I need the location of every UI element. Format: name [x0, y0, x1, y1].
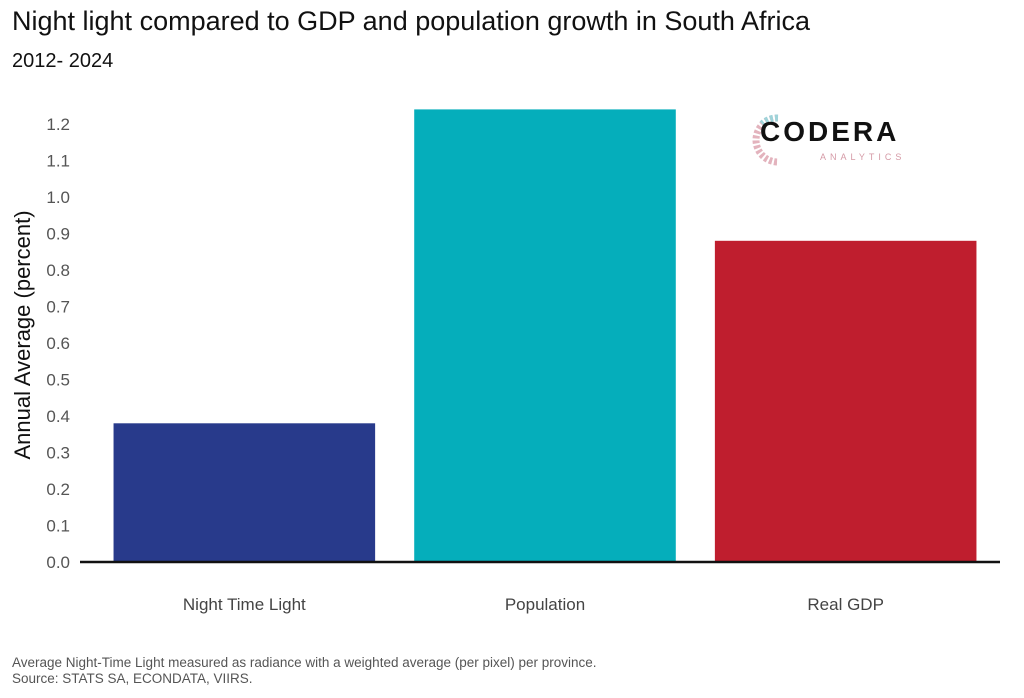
y-tick-label: 0.5 — [46, 371, 70, 390]
y-tick-label: 0.6 — [46, 334, 70, 353]
chart-subtitle: 2012- 2024 — [12, 50, 114, 72]
logo-wordmark: CODERA — [760, 116, 900, 147]
x-tick-label: Real GDP — [807, 595, 884, 614]
y-tick-label: 0.0 — [46, 553, 70, 572]
logo-tagline: ANALYTICS — [820, 152, 906, 162]
y-tick-label: 1.0 — [46, 188, 70, 207]
y-tick-label: 0.9 — [46, 225, 70, 244]
footnote-note: Average Night-Time Light measured as rad… — [12, 655, 597, 670]
y-axis-label: Annual Average (percent) — [10, 210, 35, 459]
footnote-source: Source: STATS SA, ECONDATA, VIIRS. — [12, 671, 253, 686]
y-tick-label: 0.2 — [46, 480, 70, 499]
y-tick-label: 0.1 — [46, 517, 70, 536]
y-tick-label: 0.3 — [46, 444, 70, 463]
x-tick-label: Population — [505, 595, 585, 614]
footnote: Average Night-Time Light measured as rad… — [12, 655, 597, 687]
x-tick-label: Night Time Light — [183, 595, 306, 614]
bar-population — [414, 109, 676, 563]
y-tick-label: 0.7 — [46, 298, 70, 317]
y-tick-label: 1.2 — [46, 115, 70, 134]
bars — [113, 109, 977, 563]
bar-real-gdp — [714, 240, 977, 563]
y-tick-label: 0.8 — [46, 261, 70, 280]
y-axis-ticks: 0.0 0.1 0.2 0.3 0.4 0.5 0.6 0.7 0.8 0.9 1.0 1.1 1.2 — [46, 115, 70, 572]
bar-night-time-light — [113, 423, 376, 562]
chart-title: Night light compared to GDP and populati… — [12, 6, 810, 36]
codera-logo: CODERA ANALYTICS — [748, 110, 918, 166]
y-tick-label: 0.4 — [46, 407, 70, 426]
y-tick-label: 1.1 — [46, 152, 70, 171]
logo-arc-icon — [752, 114, 779, 166]
x-axis-ticks: Night Time Light Population Real GDP — [183, 595, 884, 614]
